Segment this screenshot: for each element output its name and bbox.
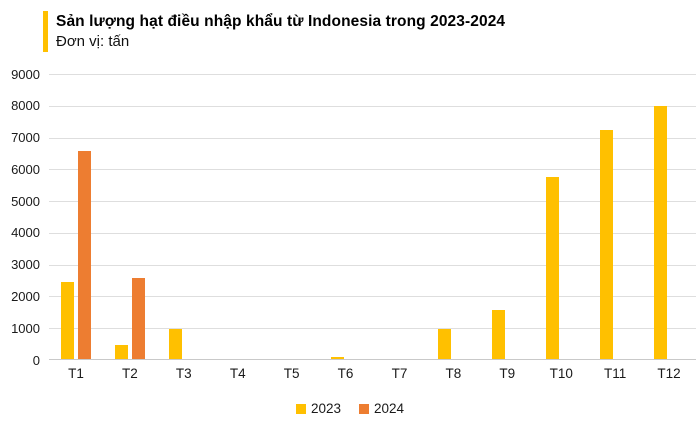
legend-item-2023: 2023 [295,401,341,416]
bar-cluster-T1 [60,150,91,359]
category-T12 [642,74,696,359]
bar-2023-T6 [330,357,344,359]
legend-swatch-2024 [359,403,369,414]
x-tick-label-T4: T4 [229,366,246,381]
category-T11 [588,74,642,359]
bar-cluster-T8 [438,328,468,359]
x-tick-label-T1: T1 [68,366,84,381]
y-tick-label-1000: 1000 [11,320,40,336]
bar-2023-T12 [654,106,668,359]
bar-2024-T1 [77,150,91,359]
chart-title: Sản lượng hạt điều nhập khẩu từ Indonesi… [56,13,506,30]
gridline-2000 [49,296,696,298]
gridline-1000 [49,328,696,330]
legend-label-2023: 2023 [310,401,341,416]
bar-cluster-T9 [492,309,522,359]
bar-2023-T1 [60,282,74,359]
x-tick-label-T5: T5 [283,366,300,381]
category-T6 [319,74,373,359]
legend-label-2024: 2024 [374,401,405,416]
y-tick-label-3000: 3000 [11,257,40,273]
category-T9 [480,74,534,359]
x-tick-label-T3: T3 [175,366,192,381]
category-T7 [373,74,427,359]
y-tick-label-4000: 4000 [11,225,40,241]
category-T8 [426,74,480,359]
category-T1 [49,74,103,359]
bar-cluster-T10 [546,176,576,359]
title-block: Sản lượng hạt điều nhập khẩu từ Indonesi… [56,11,505,52]
x-tick-label-T11: T11 [603,366,627,381]
x-tick-label-T9: T9 [499,366,516,381]
chart-header: Sản lượng hạt điều nhập khẩu từ Indonesi… [43,11,505,52]
title-accent-bar [43,11,48,52]
plot-area [49,74,696,360]
bar-cluster-T2 [114,278,145,359]
bar-2024-T2 [131,278,145,359]
category-T5 [265,74,319,359]
legend-item-2024: 2024 [359,401,404,416]
gridline-5000 [49,201,696,203]
bar-2023-T3 [168,328,182,359]
y-tick-label-2000: 2000 [11,288,40,304]
category-T10 [534,74,588,359]
category-T3 [157,74,211,359]
gridline-3000 [49,264,696,266]
gridline-7000 [49,137,696,139]
gridline-8000 [49,105,696,107]
gridline-4000 [49,232,696,234]
bar-cluster-T12 [654,106,684,359]
bar-2023-T8 [438,328,452,359]
gridline-6000 [49,169,696,171]
gridline-9000 [49,74,696,75]
bar-cluster-T3 [168,328,199,359]
x-tick-label-T8: T8 [445,366,462,381]
legend: 2023 2024 [0,401,700,416]
category-T4 [211,74,265,359]
y-tick-label-8000: 8000 [11,98,40,114]
y-tick-label-0: 0 [32,352,40,368]
bar-cluster-T6 [330,357,361,359]
bar-2023-T11 [600,130,614,359]
y-tick-label-5000: 5000 [11,193,40,209]
legend-swatch-2023 [295,403,306,414]
x-tick-label-T12: T12 [657,366,681,381]
chart-subtitle: Đơn vị: tấn [56,33,130,50]
y-tick-label-9000: 9000 [11,66,40,82]
x-tick-label-T10: T10 [549,366,573,381]
bar-2023-T10 [546,176,560,359]
bar-2023-T9 [492,309,506,359]
x-tick-label-T6: T6 [337,366,354,381]
x-tick-label-T2: T2 [121,366,138,381]
y-tick-label-6000: 6000 [11,161,40,177]
bar-cluster-T11 [600,130,630,359]
bar-2023-T2 [114,345,128,359]
x-tick-label-T7: T7 [391,366,408,381]
y-tick-label-7000: 7000 [11,130,40,146]
category-T2 [103,74,157,359]
